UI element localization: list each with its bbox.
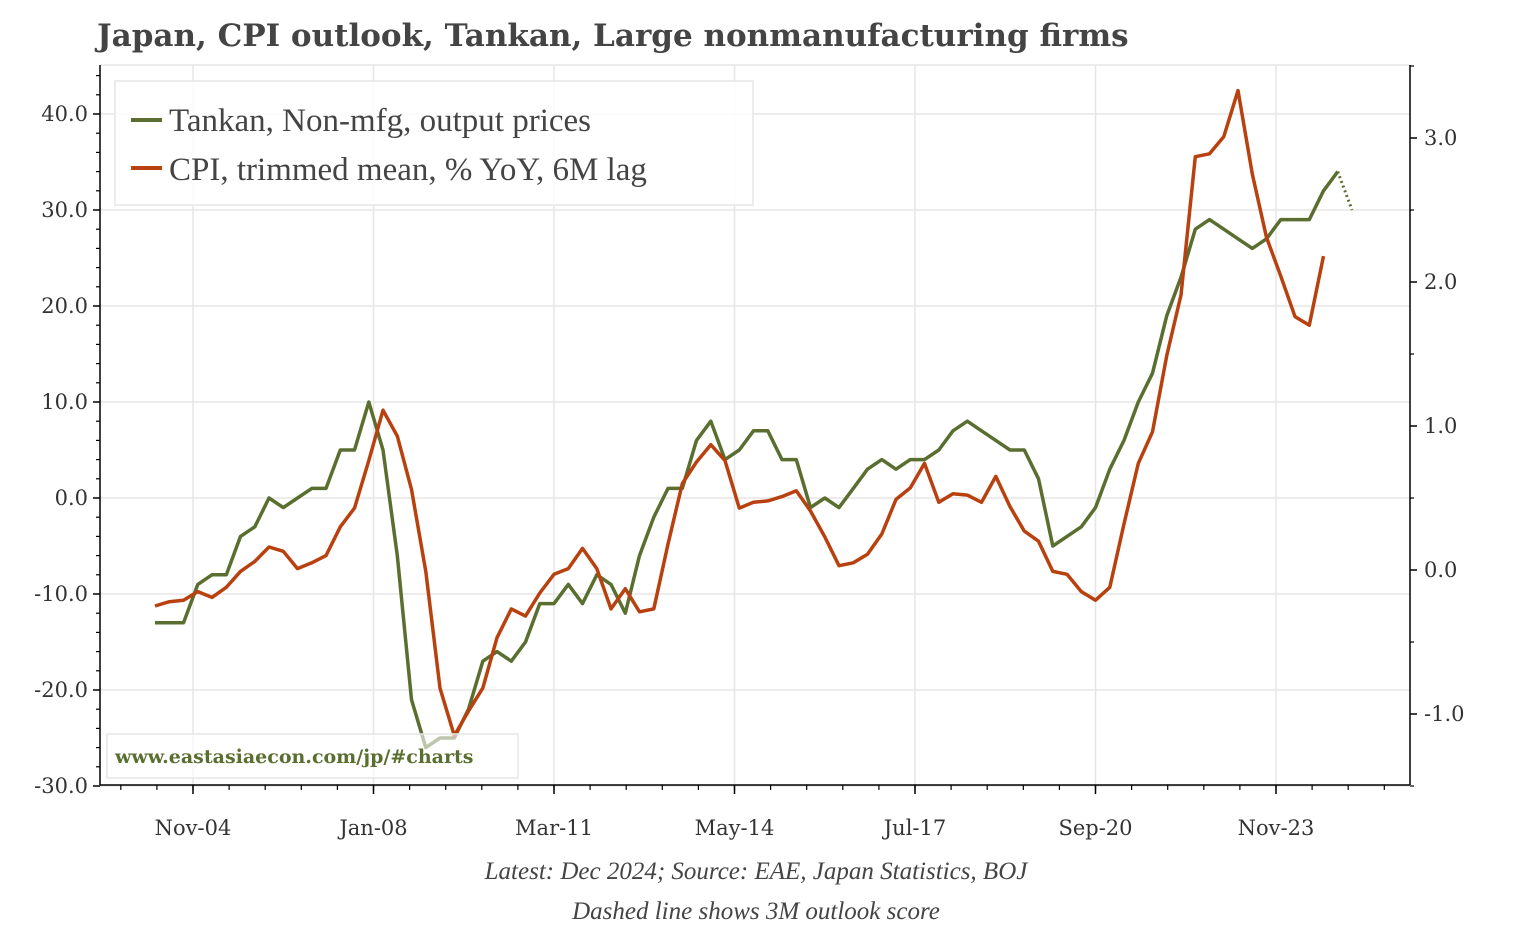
tankan-outlook-dashed-line (1336, 171, 1354, 211)
x-tick-label: May-14 (695, 816, 775, 840)
axes: -30.0 -20.0 -10.0 0.0 10.0 20.0 30.0 40.0 -1.0 0.… (34, 65, 1465, 840)
right-tick-label: 3.0 (1424, 126, 1457, 150)
tankan-line (155, 170, 1340, 750)
x-tick-label: Nov-23 (1238, 816, 1315, 840)
right-tick-label: 0.0 (1424, 558, 1457, 582)
left-tick-label: 40.0 (41, 102, 88, 126)
watermark-text: www.eastasiaecon.com/jp/#charts (114, 746, 473, 768)
outlook-note: Dashed line shows 3M outlook score (571, 898, 940, 925)
source-note: Latest: Dec 2024; Source: EAE, Japan Sta… (484, 858, 1030, 885)
x-tick-label: Jan-08 (337, 816, 407, 840)
watermark: www.eastasiaecon.com/jp/#charts (106, 733, 519, 779)
x-tick-label: Jul-17 (882, 816, 946, 840)
right-tick-label: -1.0 (1424, 702, 1465, 726)
series-lines (154, 88, 1354, 750)
x-tick-label: Mar-11 (515, 816, 593, 840)
left-tick-label: -20.0 (34, 678, 88, 702)
watermark-box (106, 733, 519, 779)
legend-label-tankan: Tankan, Non-mfg, output prices (169, 103, 591, 139)
legend-box (114, 80, 754, 206)
legend: Tankan, Non-mfg, output prices CPI, trim… (114, 80, 754, 206)
x-tick-label: Sep-20 (1058, 816, 1132, 840)
right-tick-label: 2.0 (1424, 270, 1457, 294)
left-tick-label: -10.0 (34, 582, 88, 606)
left-tick-label: 10.0 (41, 390, 88, 414)
x-tick-label: Nov-04 (155, 816, 232, 840)
chart-title: Japan, CPI outlook, Tankan, Large nonman… (94, 18, 1129, 54)
left-tick-label: -30.0 (34, 774, 88, 798)
left-tick-label: 30.0 (41, 198, 88, 222)
legend-label-cpi: CPI, trimmed mean, % YoY, 6M lag (169, 152, 647, 188)
right-tick-label: 1.0 (1424, 414, 1457, 438)
left-tick-label: 0.0 (55, 486, 88, 510)
left-tick-label: 20.0 (41, 294, 88, 318)
